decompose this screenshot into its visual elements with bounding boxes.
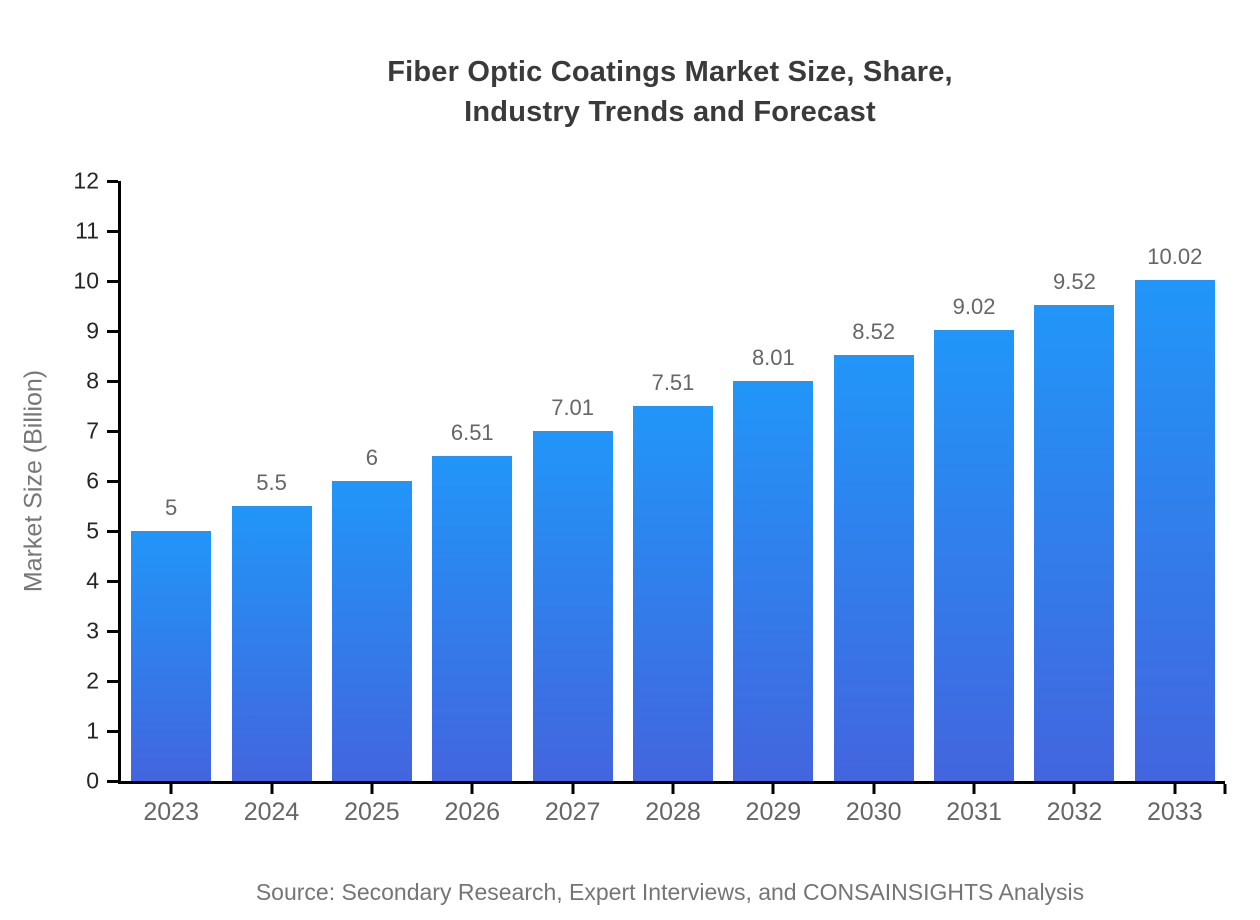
bar-2025 bbox=[331, 481, 412, 781]
y-tick-mark bbox=[107, 330, 118, 333]
y-tick-label: 10 bbox=[73, 267, 99, 294]
y-tick-label: 3 bbox=[86, 617, 99, 644]
x-tick-mark bbox=[470, 784, 474, 794]
x-tick-mark bbox=[571, 784, 575, 794]
y-tick-mark bbox=[107, 480, 118, 483]
source-attribution: Source: Secondary Research, Expert Inter… bbox=[255, 879, 1085, 905]
x-tick-mark bbox=[671, 784, 675, 794]
bar-value-label-2028: 7.51 bbox=[651, 369, 695, 395]
x-tick-mark bbox=[169, 784, 173, 794]
bar-value-label-2031: 9.02 bbox=[952, 294, 996, 319]
y-tick-label: 8 bbox=[86, 367, 99, 394]
y-tick-mark bbox=[107, 380, 118, 383]
x-tick-mark bbox=[1072, 784, 1076, 794]
x-tick-label-2032: 2032 bbox=[1046, 798, 1103, 826]
y-tick-label: 6 bbox=[86, 467, 99, 494]
chart-title-line-2: Industry Trends and Forecast bbox=[464, 96, 876, 128]
bar-value-label-2027: 7.01 bbox=[551, 394, 595, 420]
y-tick-label: 11 bbox=[75, 217, 99, 244]
bar-value-label-2024: 5.5 bbox=[256, 470, 287, 495]
x-tick-label-2030: 2030 bbox=[845, 798, 902, 826]
bar-value-label-2033: 10.02 bbox=[1147, 244, 1203, 269]
x-tick-label-2033: 2033 bbox=[1147, 798, 1203, 826]
y-tick-label: 7 bbox=[86, 417, 99, 444]
x-axis-end-tick-mark bbox=[1223, 784, 1227, 794]
x-tick-label-2023: 2023 bbox=[143, 798, 199, 826]
y-tick-mark bbox=[107, 780, 118, 783]
y-tick-label: 4 bbox=[86, 567, 99, 594]
bar-2024 bbox=[231, 506, 312, 781]
y-tick-mark bbox=[107, 230, 118, 233]
y-tick-mark bbox=[107, 580, 118, 583]
y-tick-mark bbox=[107, 630, 118, 633]
bar-2023 bbox=[131, 531, 212, 781]
bar-2027 bbox=[532, 430, 613, 781]
x-tick-mark bbox=[370, 784, 374, 794]
x-tick-label-2028: 2028 bbox=[645, 798, 701, 826]
x-tick-label-2031: 2031 bbox=[946, 798, 1002, 826]
y-tick-mark bbox=[107, 430, 118, 433]
y-tick-mark bbox=[107, 530, 118, 533]
x-tick-mark bbox=[771, 784, 775, 794]
bar-2031 bbox=[934, 330, 1015, 781]
x-tick-label-2029: 2029 bbox=[745, 798, 802, 826]
bar-2030 bbox=[833, 355, 914, 781]
y-tick-mark bbox=[107, 680, 118, 683]
bar-value-label-2025: 6 bbox=[365, 445, 379, 470]
bar-2033 bbox=[1134, 280, 1215, 781]
x-tick-label-2024: 2024 bbox=[243, 798, 300, 826]
bar-value-label-2029: 8.01 bbox=[751, 344, 795, 370]
x-tick-mark bbox=[1173, 784, 1177, 794]
chart-title-line-1: Fiber Optic Coatings Market Size, Share, bbox=[387, 56, 953, 88]
bar-2028 bbox=[633, 405, 713, 781]
y-tick-label: 12 bbox=[73, 167, 99, 194]
y-tick-label: 2 bbox=[86, 667, 99, 694]
bar-2032 bbox=[1034, 305, 1115, 781]
bar-value-label-2030: 8.52 bbox=[852, 319, 896, 344]
plot-area: 0 1 2 3 4 5 6 7 8 9 10 11 12 5 2023 5.5 2024 6 2025 6.51 202… bbox=[73, 168, 1227, 826]
y-tick-label: 1 bbox=[86, 717, 99, 744]
x-tick-label-2025: 2025 bbox=[344, 798, 400, 826]
x-tick-mark bbox=[270, 784, 274, 794]
bar-2026 bbox=[432, 455, 513, 781]
bar-value-label-2026: 6.51 bbox=[450, 419, 494, 445]
y-tick-mark bbox=[107, 730, 118, 733]
bar-2029 bbox=[733, 380, 814, 781]
y-tick-mark bbox=[107, 180, 118, 183]
x-tick-label-2027: 2027 bbox=[544, 798, 601, 826]
y-tick-label: 5 bbox=[86, 517, 99, 544]
bar-value-label-2032: 9.52 bbox=[1053, 269, 1096, 294]
chart-title: Fiber Optic Coatings Market Size, Share,… bbox=[118, 52, 1222, 132]
bar-value-label-2023: 5 bbox=[165, 495, 178, 520]
x-tick-mark bbox=[972, 784, 976, 794]
x-tick-mark bbox=[872, 784, 876, 794]
y-axis-label: Market Size (Billion) bbox=[19, 369, 48, 593]
x-tick-label-2026: 2026 bbox=[444, 798, 501, 826]
y-tick-label: 9 bbox=[86, 317, 99, 344]
y-tick-label: 0 bbox=[86, 767, 99, 794]
y-tick-mark bbox=[107, 280, 118, 283]
